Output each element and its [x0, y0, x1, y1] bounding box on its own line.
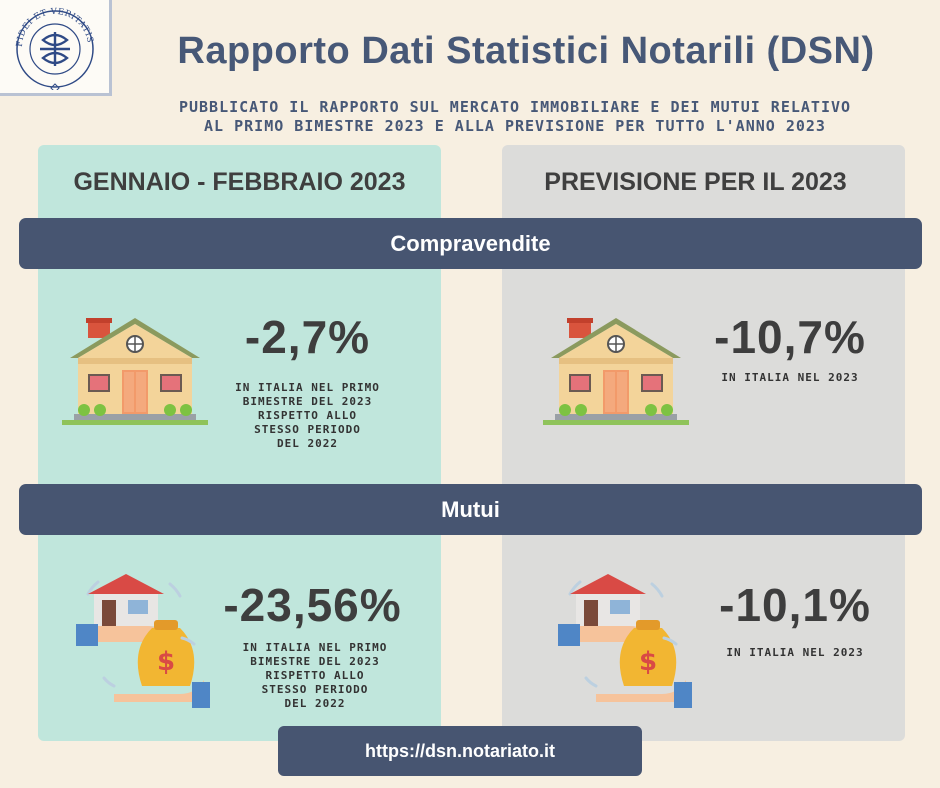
mutui-forecast-description: IN ITALIA NEL 2023 — [705, 646, 885, 660]
subtitle-line-1: PUBBLICATO IL RAPPORTO SUL MERCATO IMMOB… — [178, 98, 852, 116]
page-title: Rapporto Dati Statistici Notarili (DSN) — [177, 30, 875, 72]
desc-line: IN ITALIA NEL 2023 — [726, 646, 864, 659]
mortgage-money-bag-icon: $ — [76, 574, 210, 708]
svg-text:$: $ — [157, 647, 175, 677]
page-subtitle: PUBBLICATO IL RAPPORTO SUL MERCATO IMMOB… — [100, 98, 930, 136]
desc-line: RISPETTO ALLO — [265, 669, 365, 682]
mutui-bar: Mutui — [19, 484, 922, 535]
desc-line: STESSO PERIODO — [261, 683, 369, 696]
desc-line: DEL 2022 — [277, 437, 338, 450]
desc-line: RISPETTO ALLO — [257, 409, 358, 422]
compravendite-forecast-description: IN ITALIA NEL 2023 — [700, 371, 880, 385]
house-icon — [62, 318, 208, 425]
notary-seal-icon: FIDEI ET VERITATIS ANCHORA — [10, 4, 95, 90]
mortgage-money-bag-icon: $ — [558, 574, 692, 708]
desc-line: IN ITALIA NEL PRIMO — [235, 381, 380, 394]
desc-line: BIMESTRE DEL 2023 — [242, 395, 373, 408]
house-icon — [543, 318, 689, 425]
subtitle-line-2: AL PRIMO BIMESTRE 2023 E ALLA PREVISIONE… — [204, 117, 826, 135]
forecast-title: PREVISIONE PER IL 2023 — [544, 168, 847, 196]
svg-text:$: $ — [639, 647, 657, 677]
desc-line: IN ITALIA NEL 2023 — [721, 371, 859, 384]
desc-line: DEL 2022 — [284, 697, 346, 710]
mutui-current-value: -23,56% — [223, 579, 402, 631]
compravendite-forecast-value: -10,7% — [714, 311, 866, 363]
compravendite-current-value: -2,7% — [244, 311, 371, 363]
svg-text:FIDEI ET VERITATIS ANCHORA: FIDEI ET VERITATIS ANCHORA — [10, 4, 95, 47]
notary-logo: FIDEI ET VERITATIS ANCHORA — [0, 0, 112, 96]
compravendite-bar: Compravendite — [19, 218, 922, 269]
mutui-current-description: IN ITALIA NEL PRIMO BIMESTRE DEL 2023 RI… — [225, 641, 405, 711]
compravendite-current-description: IN ITALIA NEL PRIMO BIMESTRE DEL 2023 RI… — [215, 381, 400, 451]
desc-line: IN ITALIA NEL PRIMO — [242, 641, 388, 654]
desc-line: STESSO PERIODO — [254, 423, 361, 436]
mutui-forecast-value: -10,1% — [719, 579, 871, 631]
dsn-website-link[interactable]: https://dsn.notariato.it — [278, 726, 642, 776]
desc-line: BIMESTRE DEL 2023 — [250, 655, 380, 668]
current-period-title: GENNAIO - FEBBRAIO 2023 — [73, 168, 406, 196]
logo-motto: FIDEI ET VERITATIS ANCHORA — [10, 4, 95, 47]
